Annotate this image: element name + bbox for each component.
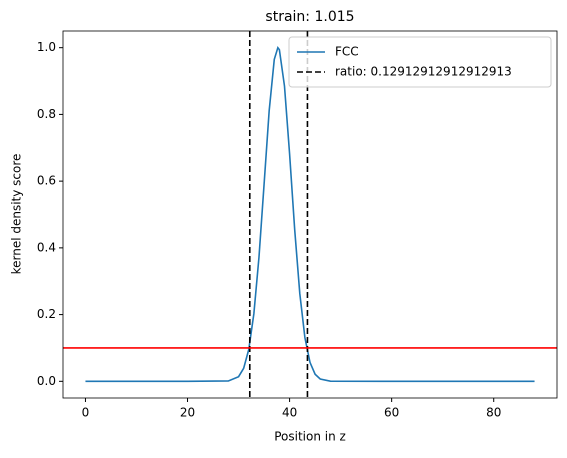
y-tick-label: 0.4 [37, 240, 56, 254]
x-tick-label: 80 [486, 406, 501, 420]
y-tick-label: 0.2 [37, 307, 56, 321]
x-axis-label: Position in z [274, 430, 346, 444]
legend-label: ratio: 0.12912912912912913 [335, 65, 512, 79]
plot-frame [62, 30, 558, 399]
x-tick-label: 60 [384, 406, 399, 420]
legend-label: FCC [335, 45, 359, 59]
chart-title: strain: 1.015 [265, 9, 354, 25]
y-tick-label: 0.6 [37, 174, 56, 188]
data-line [85, 45, 535, 383]
y-tick-label: 0.0 [37, 374, 56, 388]
y-tick-label: 1.0 [37, 40, 56, 54]
x-tick-label: 40 [282, 406, 297, 420]
y-tick-label: 0.8 [37, 107, 56, 121]
x-tick-label: 20 [180, 406, 195, 420]
x-tick-label: 0 [82, 406, 90, 420]
y-axis-label: kernel density score [10, 154, 24, 275]
legend-box [288, 36, 552, 88]
